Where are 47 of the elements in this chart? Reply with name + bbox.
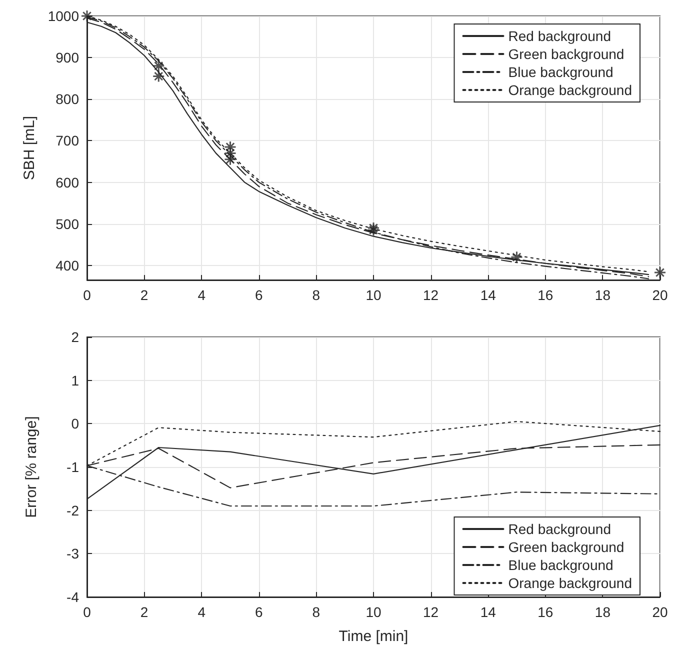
legend-label: Green background bbox=[508, 539, 624, 555]
x-tick-label: 20 bbox=[652, 287, 668, 303]
x-tick-label: 18 bbox=[594, 604, 611, 620]
x-tick-label: 6 bbox=[255, 604, 263, 620]
x-tick-label: 16 bbox=[538, 604, 554, 620]
x-tick-label: 4 bbox=[198, 604, 206, 620]
y-tick-label: 1 bbox=[71, 372, 80, 388]
x-tick-label: 12 bbox=[423, 604, 439, 620]
y-tick-label: 1000 bbox=[48, 8, 80, 24]
x-tick-label: 14 bbox=[480, 604, 496, 620]
x-tick-label: 0 bbox=[83, 287, 92, 303]
x-axis-title: Time [min] bbox=[338, 628, 408, 645]
y-axis-title: SBH [mL] bbox=[20, 116, 38, 180]
x-tick-label: 18 bbox=[594, 287, 611, 303]
y-tick-label: 700 bbox=[56, 132, 80, 149]
legend-label: Green background bbox=[508, 46, 624, 62]
y-tick-label: 2 bbox=[71, 329, 80, 345]
y-tick-label: 0 bbox=[71, 416, 80, 432]
y-tick-label: -3 bbox=[66, 546, 80, 562]
y-tick-label: 500 bbox=[56, 216, 80, 232]
legend-label: Red background bbox=[508, 28, 611, 44]
legend-label: Blue background bbox=[508, 557, 614, 573]
x-tick-label: 20 bbox=[652, 604, 668, 620]
x-tick-label: 8 bbox=[312, 287, 320, 303]
y-tick-label: -4 bbox=[66, 589, 80, 605]
y-tick-label: 800 bbox=[56, 91, 80, 108]
x-tick-label: 4 bbox=[198, 287, 206, 303]
y-tick-label: 400 bbox=[56, 257, 80, 274]
x-tick-label: 6 bbox=[255, 287, 263, 303]
x-tick-label: 8 bbox=[312, 604, 320, 620]
x-tick-label: 2 bbox=[140, 604, 148, 620]
x-tick-label: 14 bbox=[480, 287, 496, 303]
x-tick-label: 10 bbox=[366, 287, 382, 303]
y-tick-label: 600 bbox=[56, 174, 80, 190]
y-tick-label: -2 bbox=[66, 502, 80, 518]
x-tick-label: 10 bbox=[366, 604, 382, 620]
y-axis-title: Error [% range] bbox=[23, 416, 40, 518]
legend-label: Orange background bbox=[508, 575, 632, 591]
x-tick-label: 12 bbox=[423, 287, 439, 303]
y-tick-label: -1 bbox=[66, 459, 80, 475]
x-tick-label: 0 bbox=[83, 604, 92, 620]
x-tick-label: 16 bbox=[538, 287, 554, 303]
legend-label: Red background bbox=[508, 521, 611, 537]
legend-label: Orange background bbox=[508, 82, 632, 98]
legend-label: Blue background bbox=[508, 64, 614, 80]
y-tick-label: 900 bbox=[56, 50, 80, 66]
x-tick-label: 2 bbox=[140, 287, 148, 303]
